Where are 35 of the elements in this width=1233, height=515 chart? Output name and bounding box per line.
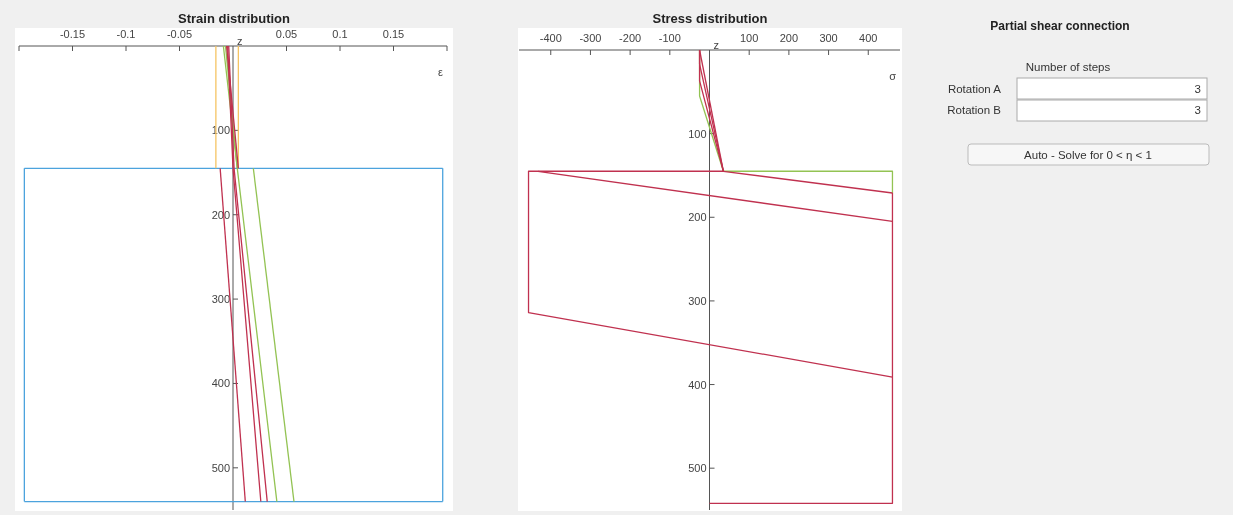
x-tick-label: 200 [779,32,799,44]
text: Auto - Solve for 0 < η < 1 [1024,149,1152,161]
x-tick-label: 0.05 [275,28,298,40]
text: Partial shear connection [990,19,1130,33]
text: Rotation A [947,83,1002,95]
y-axis-title: z [713,39,719,51]
y-tick-label: 500 [688,462,707,475]
y-axis-title: z [237,35,243,47]
text: Rotation B [947,104,1002,116]
x-tick-label: -100 [658,32,681,44]
y-tick-label: 300 [688,294,707,307]
x-tick-label: -0.15 [59,28,86,40]
x-tick-label: -400 [539,32,562,44]
x-tick-label: -0.1 [116,28,136,40]
y-tick-label: 400 [211,377,230,390]
x-tick-label: 0.1 [332,28,348,40]
x-tick-label: -0.05 [166,28,193,40]
x-tick-label: -200 [619,32,642,44]
chart-title: Strain distribution [178,11,291,26]
y-tick-label: 100 [688,127,707,140]
y-tick-label: 400 [688,378,707,391]
y-tick-label: 300 [211,293,230,306]
text: Number of steps [1025,61,1111,73]
text: 3 [1194,104,1201,116]
y-tick-label: 200 [688,211,707,224]
text: 3 [1194,83,1201,95]
x-tick-label: 300 [819,32,838,44]
x-axis-title: σ [889,70,897,82]
y-tick-label: 500 [211,461,230,474]
x-tick-label: 400 [859,32,878,44]
x-axis-title: ε [438,66,444,78]
x-tick-label: 100 [740,32,759,44]
x-tick-label: -300 [579,32,602,44]
chart-title: Stress distribution [652,11,768,26]
x-tick-label: 0.15 [382,28,405,40]
